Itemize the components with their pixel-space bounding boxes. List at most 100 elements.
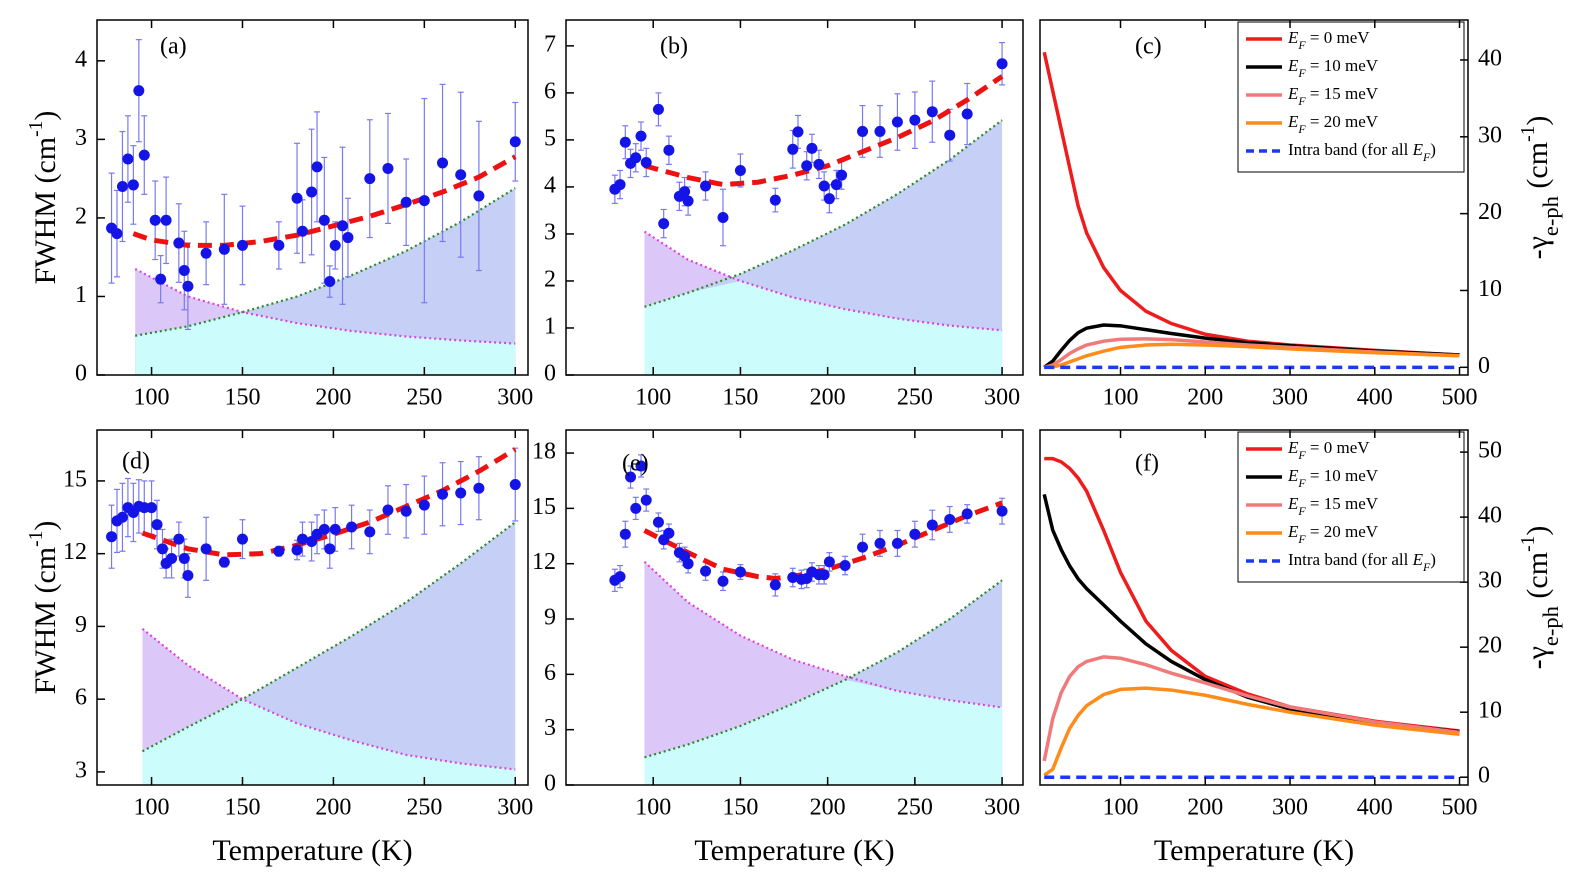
data-point [236, 533, 248, 545]
data-point [630, 502, 642, 514]
data-point [658, 218, 670, 230]
data-point [151, 519, 163, 531]
x-tick-label: 500 [1442, 385, 1478, 411]
x-tick-label: 150 [722, 795, 758, 821]
data-point [652, 103, 664, 115]
data-point [146, 502, 158, 514]
legend-label: EF = 10 meV [1287, 466, 1379, 490]
data-point [178, 265, 190, 277]
data-point [149, 214, 161, 226]
panel: 100 150 200 250 300 0 1 2 3 4 5 6 7 (b) [544, 19, 1024, 411]
data-point [400, 505, 412, 517]
legend-label: EF = 10 meV [1287, 56, 1379, 80]
data-point [106, 531, 118, 543]
legend: EF = 0 meV EF = 10 meV EF = 15 meV EF = 20 … [1237, 431, 1465, 583]
data-point [111, 228, 123, 240]
data-point [635, 460, 647, 472]
axes-frame [1039, 19, 1469, 376]
x-tick-label: 150 [224, 385, 260, 411]
x-tick-label: 200 [1187, 795, 1223, 821]
data-point [218, 556, 230, 568]
x-tick-label: 250 [406, 385, 442, 411]
y2-axis-title: -γe-ph (cm-1) [1518, 116, 1563, 260]
plot-area [609, 454, 1008, 785]
y-tick-label: 30 [1478, 568, 1502, 594]
data-point [679, 186, 691, 198]
data-point [944, 129, 956, 141]
data-point [473, 482, 485, 494]
data-point [700, 180, 712, 192]
x-tick-label: 200 [315, 385, 351, 411]
y-tick-label: 2 [544, 266, 556, 292]
data-point [635, 130, 647, 142]
data-point [909, 528, 921, 540]
data-point [122, 153, 134, 165]
panel-label: (f) [1135, 451, 1159, 477]
x-tick-label: 200 [315, 795, 351, 821]
data-point [839, 560, 851, 572]
x-tick-label: 300 [1272, 795, 1308, 821]
data-point [961, 508, 973, 520]
y-tick-label: 40 [1478, 503, 1502, 529]
contribution-curve [643, 561, 1003, 709]
data-point [418, 195, 430, 207]
legend-label: EF = 0 meV [1287, 28, 1370, 52]
x-tick-label: 300 [984, 795, 1020, 821]
panel-label: (e) [622, 451, 649, 477]
y-tick-label: 15 [63, 466, 87, 492]
legend-label: Intra band (for all EF) [1288, 140, 1436, 164]
data-point [818, 569, 830, 581]
y-axis-title: FWHM (cm-1) [26, 111, 62, 285]
panel: 100 150 200 250 300 3 6 9 12 15 (d) Temperature (K)… [26, 429, 533, 867]
data-point [769, 194, 781, 206]
fit-curve [643, 74, 1004, 188]
x-tick-label: 150 [722, 385, 758, 411]
y-tick-label: 6 [75, 685, 87, 711]
data-point [116, 511, 128, 523]
y-tick-label: 10 [1478, 276, 1502, 302]
data-point [311, 161, 323, 173]
plot-area [106, 447, 521, 785]
data-point [156, 543, 168, 555]
data-point [473, 190, 485, 202]
x-tick-label: 100 [1103, 795, 1139, 821]
data-point [306, 186, 318, 198]
data-point [291, 192, 303, 204]
data-point [218, 243, 230, 255]
plot-area [1042, 51, 1460, 370]
x-tick-label: 200 [810, 385, 846, 411]
y-tick-label: 9 [75, 612, 87, 638]
data-point [663, 527, 675, 539]
data-point [619, 136, 631, 148]
data-point [700, 565, 712, 577]
data-point [296, 225, 308, 237]
data-point [166, 553, 178, 565]
data-point [291, 544, 303, 556]
y-tick-label: 50 [1478, 438, 1502, 464]
data-point [734, 566, 746, 578]
panel: 100 150 200 250 300 0 1 2 3 4 (a) FWHM (cm-1) [26, 19, 533, 411]
data-point [346, 521, 358, 533]
data-point [619, 528, 631, 540]
y-tick-label: 15 [532, 494, 556, 520]
y-tick-label: 9 [544, 605, 556, 631]
data-point [944, 513, 956, 525]
data-point [874, 125, 886, 137]
panel: EF = 0 meV EF = 10 meV EF = 15 meV EF = 20 … [1039, 429, 1563, 867]
data-point [614, 571, 626, 583]
x-tick-label: 400 [1357, 385, 1393, 411]
y-tick-label: 0 [1478, 763, 1490, 789]
x-tick-label: 100 [134, 385, 170, 411]
data-point [813, 158, 825, 170]
fit-curve [141, 447, 517, 558]
data-point [909, 114, 921, 126]
y-tick-label: 3 [75, 757, 87, 783]
y-tick-label: 0 [544, 771, 556, 797]
data-point [437, 488, 449, 500]
data-point [364, 526, 376, 538]
data-point [630, 152, 642, 164]
data-point [717, 211, 729, 223]
panel-label: (a) [160, 34, 187, 60]
x-tick-label: 100 [1103, 385, 1139, 411]
data-point [342, 232, 354, 244]
